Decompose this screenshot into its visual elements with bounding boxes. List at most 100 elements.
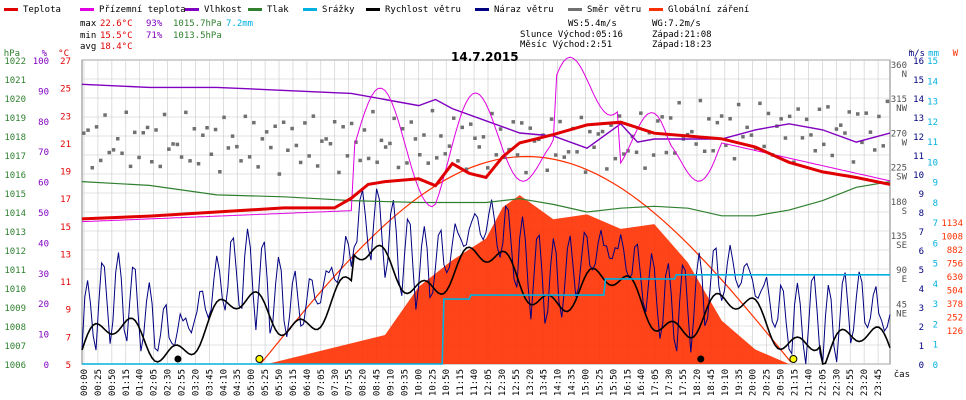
- wind-direction-dot: [758, 101, 762, 106]
- feels-temperature-line: [81, 56, 891, 223]
- tick-radiation: 126: [947, 327, 963, 337]
- legend-rain: Srážky: [303, 5, 355, 15]
- wind-direction-dot: [162, 112, 167, 117]
- wind-direction-dot: [400, 127, 405, 131]
- stat-min-press: 1013.5hPa: [173, 31, 222, 41]
- tick-radiation: 1008: [941, 233, 963, 243]
- axis-unit-temperature: °C: [58, 49, 69, 59]
- tick-time: 08:45: [373, 369, 383, 396]
- wind-direction-dot: [413, 137, 418, 141]
- wind-direction-dot: [358, 158, 362, 163]
- wind-direction-dot: [286, 148, 290, 152]
- wind-direction-dot: [192, 127, 197, 131]
- tick-wind: 8: [919, 209, 924, 219]
- tick-radiation: 252: [947, 314, 963, 324]
- tick-wind: 4: [919, 285, 924, 295]
- tick-wind: 11: [913, 152, 924, 162]
- wind-direction-dot: [281, 120, 286, 124]
- wind-direction-dot: [490, 111, 494, 116]
- tick-time: 15:00: [582, 369, 592, 396]
- wind-direction-dot: [732, 157, 737, 161]
- tick-pressure: 1009: [4, 304, 26, 314]
- stat-max-label: max: [80, 19, 97, 29]
- tick-wind: 12: [913, 133, 924, 143]
- wind-direction-dot: [609, 123, 613, 127]
- wind-direction-dot: [783, 136, 788, 140]
- wind-direction-dot: [290, 126, 294, 131]
- tick-radiation: 756: [947, 260, 963, 270]
- tick-temperature: 11: [60, 278, 71, 288]
- tick-time: 20:00: [749, 369, 759, 396]
- tick-rain: 9: [933, 179, 938, 189]
- tick-time: 09:35: [400, 369, 410, 396]
- tick-rain: 15: [927, 57, 938, 67]
- wind-direction-dot: [324, 137, 328, 141]
- tick-wind: 16: [913, 57, 924, 67]
- tick-direction: S: [902, 207, 907, 217]
- wind-direction-dot: [103, 113, 107, 117]
- wind-direction-dot: [520, 121, 524, 125]
- tick-wind: 0: [919, 361, 924, 371]
- tick-time: 17:30: [665, 369, 675, 396]
- tick-pressure: 1015: [4, 190, 26, 200]
- wind-direction-dot: [486, 166, 490, 170]
- wind-direction-dot: [834, 127, 839, 131]
- wind-direction-dot: [503, 155, 507, 160]
- wind-direction-dot: [800, 136, 805, 140]
- tick-pressure: 1006: [4, 361, 26, 371]
- wind-direction-dot: [477, 145, 481, 149]
- tick-time: 01:15: [122, 369, 132, 396]
- tick-direction: SE: [896, 241, 907, 251]
- tick-temperature: 27: [60, 57, 71, 67]
- tick-rain: 7: [933, 219, 938, 229]
- tick-time: 13:20: [526, 369, 536, 396]
- tick-rain: 12: [927, 118, 938, 128]
- tick-time: 00:50: [108, 369, 118, 396]
- wind-direction-dot: [226, 146, 231, 150]
- wind-direction-dot: [566, 150, 571, 154]
- tick-pressure: 1014: [4, 209, 26, 219]
- tick-wind: 15: [913, 76, 924, 86]
- wind-direction-dot: [345, 154, 350, 158]
- stat-min-label: min: [80, 31, 97, 41]
- axis-label-time: čas: [894, 369, 910, 380]
- wind-direction-dot: [422, 133, 426, 137]
- tick-temperature: 15: [60, 223, 71, 233]
- tick-time: 05:50: [275, 369, 285, 396]
- tick-rain: 5: [933, 260, 938, 270]
- wind-direction-dot: [154, 128, 158, 132]
- tick-time: 12:05: [484, 369, 494, 396]
- tick-pressure: 1010: [4, 285, 26, 295]
- wind-direction-dot: [82, 131, 86, 135]
- wind-direction-dot: [813, 149, 817, 153]
- tick-time: 00:25: [94, 369, 104, 396]
- wind-direction-dot: [150, 160, 154, 164]
- tick-pressure: 1011: [4, 266, 26, 276]
- tick-wind: 14: [913, 95, 924, 105]
- wind-direction-dot: [188, 159, 192, 163]
- tick-wind: 6: [919, 247, 924, 257]
- wind-direction-dot: [702, 149, 707, 153]
- tick-time: 14:35: [568, 369, 578, 396]
- wind-direction-dot: [171, 142, 175, 146]
- tick-humidity: 50: [38, 209, 49, 219]
- wind-direction-dot: [409, 120, 413, 124]
- tick-time: 12:55: [512, 369, 522, 396]
- tick-wind: 5: [919, 266, 924, 276]
- wind-direction-dot: [643, 166, 647, 170]
- wind-direction-dot: [256, 165, 260, 169]
- wind-direction-dot: [762, 144, 766, 149]
- tick-radiation: 378: [947, 300, 963, 310]
- stat-max-hum: 93%: [146, 19, 163, 29]
- wind-direction-dot: [524, 170, 528, 175]
- wind-direction-dot: [379, 138, 384, 143]
- tick-time: 19:35: [735, 369, 745, 396]
- stat-max-press: 1015.7hPa: [173, 19, 222, 29]
- wind-direction-dot: [354, 140, 358, 144]
- pressure-line: [81, 181, 891, 217]
- tick-direction: 225: [891, 164, 907, 174]
- wind-direction-dot: [545, 168, 549, 172]
- wind-direction-dot: [817, 107, 822, 111]
- wind-direction-dot: [383, 145, 388, 149]
- wind-direction-dot: [435, 156, 439, 160]
